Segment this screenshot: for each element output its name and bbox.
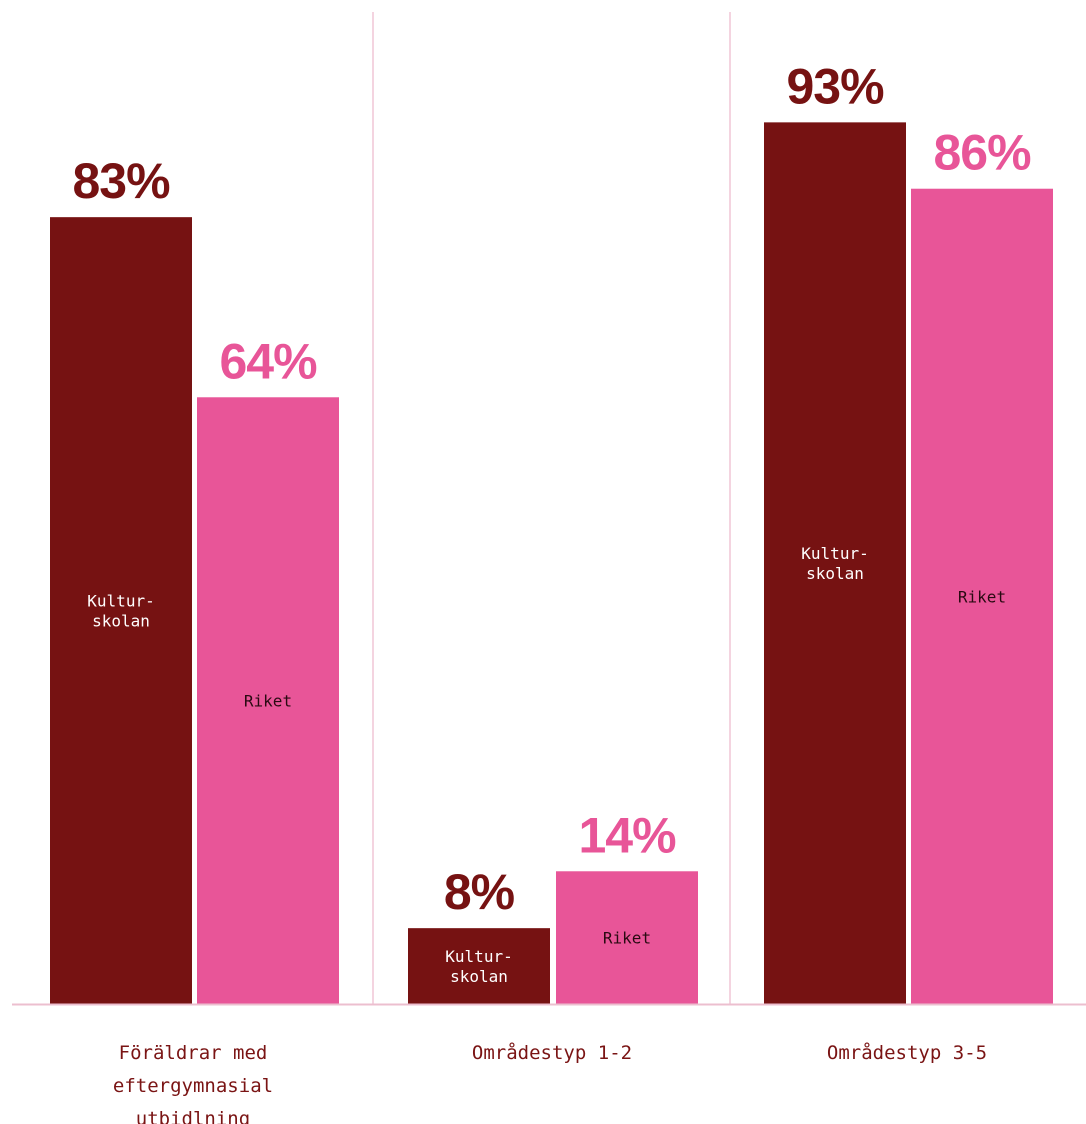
value-label: 86%: [933, 125, 1031, 181]
category-label-1: Föräldrar med eftergymnasial utbidlning: [113, 1042, 273, 1124]
value-labels: 83% 8% 93% 64% 14% 86%: [72, 58, 1032, 920]
bar-kulturskolan-2: [408, 928, 550, 1004]
category-dividers: [372, 12, 731, 1004]
value-label: 83%: [72, 153, 170, 209]
bar-series-labels: Kultur-skolan Kultur-skolan Kultur-skolan R…: [87, 544, 1006, 986]
bar-riket-1: [197, 397, 339, 1004]
category-label-3: Områdestyp 3-5: [827, 1041, 987, 1064]
category-labels: Föräldrar med eftergymnasial utbidlning Omr…: [113, 1041, 987, 1124]
bar-series-label: Kultur-skolan: [87, 592, 154, 631]
bar-series-label: Riket: [603, 929, 651, 948]
value-label: 8%: [444, 864, 515, 920]
bar-riket-2: [556, 871, 698, 1004]
bar-kulturskolan-1: [50, 217, 192, 1004]
value-label: 64%: [219, 333, 317, 389]
bar-riket-3: [911, 188, 1053, 1005]
value-label: 14%: [578, 807, 676, 863]
bars: [50, 122, 1053, 1005]
bar-series-label: Riket: [244, 692, 292, 711]
bar-series-label: Riket: [958, 587, 1006, 606]
bar-series-label: Kultur-skolan: [801, 544, 868, 583]
category-label-2: Områdestyp 1-2: [472, 1041, 632, 1064]
bar-series-label: Kultur-skolan: [445, 947, 512, 986]
value-label: 93%: [786, 58, 884, 114]
bar-kulturskolan-3: [764, 122, 906, 1005]
